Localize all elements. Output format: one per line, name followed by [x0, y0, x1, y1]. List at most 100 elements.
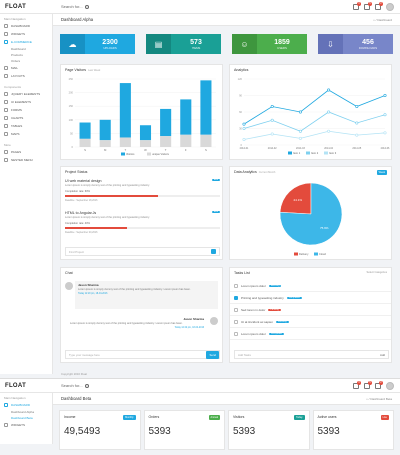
- task-checkbox[interactable]: [234, 283, 238, 288]
- task-item[interactable]: Lorem ipsum dolor Running: [230, 280, 391, 292]
- task-checkbox[interactable]: [234, 331, 238, 336]
- add-task-input[interactable]: Add Tasks Add: [234, 350, 389, 359]
- breadcrumb[interactable]: ⌂ / Dashboard Beta: [366, 397, 392, 401]
- sidebar-item-label: TABLES: [11, 124, 23, 128]
- sidebar-heading: Components: [4, 85, 22, 89]
- task-checkbox[interactable]: [234, 319, 238, 324]
- edit-button[interactable]: Edit: [212, 211, 220, 213]
- pages-icon: [4, 150, 8, 154]
- deadline: Deadline : September 18,2016: [65, 198, 98, 202]
- sidebar-item-layouts[interactable]: LAYOUTS: [0, 72, 52, 80]
- sidebar-item-nested[interactable]: NESTED MENU: [0, 156, 52, 164]
- search-box[interactable]: Search for...: [61, 382, 105, 390]
- legend-swatch: [314, 252, 318, 256]
- sidebar-item-pages[interactable]: PAGES: [0, 148, 52, 156]
- message-time: Today 12:22 pm, 18-04-2016: [174, 327, 204, 329]
- chat-input-field[interactable]: Type your message here: [69, 352, 100, 357]
- breadcrumb[interactable]: ⌂ / Dashboard: [373, 18, 392, 22]
- send-button[interactable]: Send: [206, 350, 219, 359]
- add-task-field[interactable]: Add Tasks: [238, 352, 251, 357]
- sidebar-item-mail[interactable]: MAIL: [0, 64, 52, 72]
- y-tick-label: 0: [241, 143, 243, 147]
- sidebar-item-forms[interactable]: FORMS: [0, 106, 52, 114]
- sidebar-subitem-products[interactable]: Products: [11, 53, 23, 57]
- sidebar-subitem-beta[interactable]: Dashboard Beta: [11, 416, 33, 420]
- data-point: [355, 104, 359, 108]
- project-search-input[interactable]: Find Project: [69, 249, 84, 254]
- bar-unique-visitors: [160, 136, 172, 147]
- sidebar-item-dashboard[interactable]: DASHBOARD: [0, 401, 52, 409]
- project-search[interactable]: Find Project: [65, 247, 220, 256]
- sidebar-item-maps[interactable]: MAPS: [0, 130, 52, 138]
- sidebar-subitem-orders[interactable]: Orders: [11, 59, 21, 63]
- task-checkbox[interactable]: [234, 307, 238, 312]
- status-badge: Running: [268, 284, 282, 287]
- panel-title: Data Analytics Current Month: [234, 170, 275, 174]
- sidebar-item-dashboard[interactable]: DASHBOARD: [0, 22, 52, 30]
- message-text: Lorem ipsum is simply dummy text of the …: [78, 288, 191, 291]
- legend-swatch: [288, 151, 292, 155]
- bell-icon[interactable]: 5: [364, 2, 372, 10]
- search-box[interactable]: Search for...: [61, 3, 105, 11]
- main-content: Dashboard Beta ⌂ / Dashboard Beta Income…: [53, 393, 400, 455]
- search-icon[interactable]: [84, 4, 89, 9]
- sidebar-subitem-alpha[interactable]: Dashboard Alpha: [11, 410, 35, 414]
- card-badge: Annual: [208, 415, 220, 420]
- flag-icon[interactable]: 2: [375, 381, 383, 389]
- task-item[interactable]: Printing and typesetting industry Complet…: [230, 292, 391, 304]
- sidebar-item-tables[interactable]: TABLES: [0, 122, 52, 130]
- sidebar-item-ecommerce[interactable]: E-COMMERCE: [0, 38, 52, 46]
- breadcrumb-label[interactable]: Dashboard Beta: [370, 396, 392, 401]
- panel-title-text: Page Visitors: [65, 68, 87, 72]
- sidebar-subitem-dashboard[interactable]: Dashboard: [11, 47, 26, 51]
- bar-unique-visitors: [200, 134, 212, 147]
- sidebar-item-label: DASHBOARD: [11, 24, 31, 28]
- breadcrumb-label[interactable]: Dashboard: [377, 17, 392, 22]
- search-input[interactable]: Search for...: [61, 4, 83, 9]
- search-input[interactable]: Search for...: [61, 383, 83, 388]
- stat-card-uploads: ☁ 2300 Uploads: [60, 34, 135, 54]
- x-tick-label: 2014-03: [296, 147, 305, 150]
- task-item[interactable]: Lorem ipsum dolor Completed: [230, 328, 391, 340]
- x-tick-label: S: [205, 148, 207, 152]
- avatar[interactable]: [386, 3, 394, 11]
- task-item[interactable]: Sed lorem in dolor Pending: [230, 304, 391, 316]
- category-select[interactable]: Select Categories: [366, 271, 387, 274]
- stat-value: 1859: [274, 38, 290, 46]
- card-badge: Monthly: [123, 415, 136, 420]
- search-icon[interactable]: [84, 383, 89, 388]
- card-badge: Today: [294, 415, 305, 420]
- task-item[interactable]: Ut at tincidunt ac sapien Running: [230, 316, 391, 328]
- sidebar-item-ui[interactable]: UI ELEMENTS: [0, 98, 52, 106]
- search-icon[interactable]: [211, 249, 216, 254]
- sidebar-item-widgets[interactable]: WIDGETS: [0, 30, 52, 38]
- bell-icon[interactable]: 5: [364, 381, 372, 389]
- sidebar-item-widgets[interactable]: WIDGETS: [0, 421, 52, 429]
- mail-icon[interactable]: 3: [353, 381, 361, 389]
- sidebar-item-charts[interactable]: CHARTS: [0, 114, 52, 122]
- legend-label: Visitors: [126, 152, 135, 156]
- home-icon: [4, 403, 8, 407]
- task-text: Lorem ipsum dolor: [241, 283, 266, 288]
- edit-button[interactable]: Edit: [212, 179, 220, 181]
- stat-value: 456: [362, 38, 374, 46]
- legend-label: Item 2: [311, 151, 319, 155]
- sidebar-item-jquery[interactable]: JQUERY ELEMENTS: [0, 90, 52, 98]
- sidebar: Main Navigation DASHBOARD WIDGETS E-COMM…: [0, 14, 53, 374]
- avatar[interactable]: [386, 382, 394, 390]
- legend-swatch: [306, 151, 310, 155]
- project-desc: Lorem ipsum is simply dummy text of the …: [65, 184, 150, 187]
- flag-icon[interactable]: 2: [375, 2, 383, 10]
- add-task-button[interactable]: Add: [380, 352, 385, 357]
- y-tick-label: 50: [70, 131, 73, 135]
- mail-icon[interactable]: 3: [353, 2, 361, 10]
- progress-bar: [65, 227, 220, 229]
- data-point: [270, 132, 274, 136]
- period-pill[interactable]: Week: [376, 170, 387, 175]
- avatar: [65, 282, 73, 290]
- tasks-panel: Tasks List Select Categories Lorem ipsum…: [229, 267, 392, 363]
- task-checkbox[interactable]: [234, 295, 238, 300]
- logo: FLOAT: [5, 3, 27, 10]
- sidebar-item-label: MAPS: [11, 132, 20, 136]
- chat-input[interactable]: Type your message here Send: [65, 350, 220, 359]
